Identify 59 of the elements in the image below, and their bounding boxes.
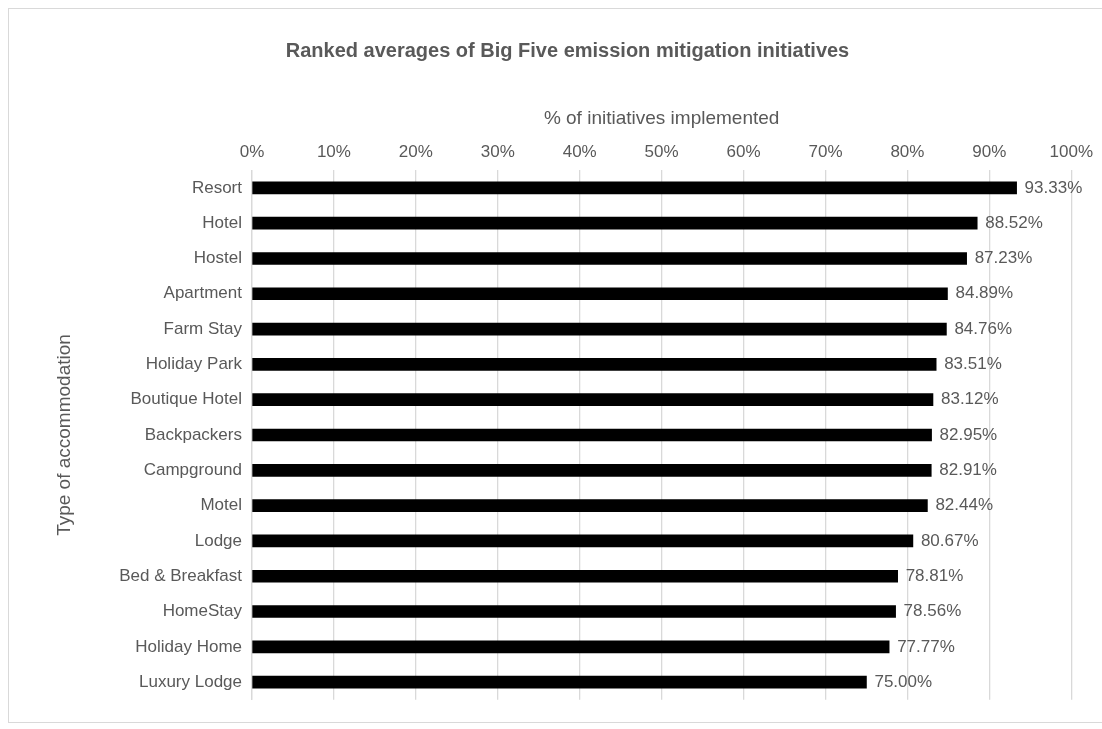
data-label: 84.76% [954, 318, 1013, 338]
x-tick-label: 80% [890, 141, 925, 161]
y-tick-label: Boutique Hotel [130, 389, 242, 409]
x-tick-label: 40% [562, 141, 597, 161]
bar [252, 499, 928, 512]
x-tick-label: 0% [239, 141, 265, 161]
x-tick-label: 60% [726, 141, 761, 161]
x-tick-label: 90% [972, 141, 1007, 161]
x-tick-label: 100% [1049, 141, 1093, 161]
bar [252, 252, 967, 265]
bar [252, 640, 890, 654]
bar [252, 216, 978, 230]
x-axis-title: % of initiatives implemented [543, 106, 780, 128]
y-axis-title: Type of accommodation [52, 334, 74, 536]
data-label: 82.95% [939, 424, 998, 444]
data-label: 88.52% [985, 212, 1043, 232]
y-tick-label: Luxury Lodge [138, 671, 242, 691]
bar [252, 675, 867, 689]
bar [252, 428, 932, 442]
bar [252, 358, 937, 371]
y-tick-label: Campground [143, 459, 242, 479]
data-label: 83.12% [940, 389, 999, 409]
y-tick-label: Holiday Park [145, 354, 243, 374]
y-tick-label: Resort [191, 177, 243, 197]
bar [252, 569, 898, 583]
y-tick-label: Holiday Home [135, 636, 242, 656]
x-tick-label: 50% [644, 141, 679, 161]
data-label: 82.44% [935, 495, 994, 515]
y-tick-label: Bed & Breakfast [119, 565, 243, 585]
data-label: 84.89% [955, 283, 1014, 303]
data-label: 87.23% [974, 248, 1033, 268]
data-label: 75.00% [874, 671, 933, 691]
x-tick-label: 10% [316, 141, 351, 161]
bar [252, 393, 934, 407]
y-tick-label: Backpackers [144, 424, 242, 444]
bar [252, 605, 896, 618]
data-label: 78.56% [903, 601, 962, 621]
data-label: 82.91% [939, 459, 997, 479]
x-tick-label: 70% [808, 141, 843, 161]
bar [252, 534, 914, 548]
y-tick-label: Apartment [163, 283, 243, 303]
data-label: 80.67% [920, 530, 979, 550]
x-tick-label: 30% [480, 141, 515, 161]
chart-title: Ranked averages of Big Five emission mitigation initiatives [285, 38, 850, 61]
bar [252, 181, 1017, 195]
data-label: 77.77% [897, 636, 955, 656]
y-tick-label: Lodge [194, 530, 242, 550]
y-tick-label: Motel [200, 495, 242, 515]
y-tick-label: Farm Stay [163, 318, 243, 338]
y-tick-label: Hotel [202, 212, 242, 232]
y-tick-label: Hostel [193, 248, 242, 268]
bar [252, 322, 947, 336]
data-label: 93.33% [1024, 177, 1083, 197]
bar [252, 287, 948, 301]
data-label: 83.51% [944, 354, 1002, 374]
x-tick-label: 20% [398, 141, 433, 161]
y-tick-label: HomeStay [162, 601, 243, 621]
bar [252, 463, 932, 477]
data-label: 78.81% [905, 565, 964, 585]
